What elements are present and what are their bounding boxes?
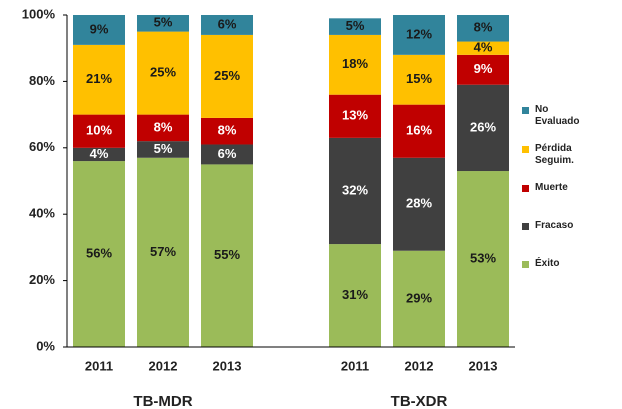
data-label: 53% <box>470 250 496 265</box>
bar-segment <box>393 54 445 105</box>
data-label: 5% <box>154 15 173 30</box>
data-label: 29% <box>406 290 432 305</box>
x-tick-label: 2011 <box>85 358 113 373</box>
data-label: 56% <box>86 245 112 260</box>
data-label: 25% <box>214 68 240 83</box>
x-tick-label: 2011 <box>341 358 369 373</box>
data-label: 15% <box>406 71 432 86</box>
bar-segment <box>73 15 125 45</box>
bar-segment <box>393 250 445 347</box>
data-label: 5% <box>346 18 365 33</box>
data-label: 8% <box>474 20 493 35</box>
x-tick-label: 2012 <box>405 358 434 373</box>
legend-item: No Evaluado <box>522 104 595 128</box>
group-label: TB-MDR <box>133 393 192 409</box>
x-tick-label: 2013 <box>469 358 498 373</box>
bar-segment <box>393 15 445 55</box>
data-label: 28% <box>406 196 432 211</box>
bar-segment <box>393 157 445 251</box>
data-label: 13% <box>342 108 368 123</box>
bar-segment <box>457 171 509 347</box>
legend-label: Éxito <box>535 258 560 269</box>
bar-segment <box>457 15 509 42</box>
data-label: 16% <box>406 123 432 138</box>
data-label: 21% <box>86 71 112 86</box>
legend-swatch <box>522 185 529 192</box>
data-label: 8% <box>154 119 173 134</box>
legend-swatch <box>522 261 529 268</box>
bar-segment <box>201 164 253 347</box>
data-label: 9% <box>90 21 109 36</box>
y-tick-label: 40% <box>29 206 55 221</box>
legend-swatch <box>522 223 529 230</box>
data-label: 18% <box>342 56 368 71</box>
bar-segment <box>329 34 381 95</box>
bar-segment <box>201 15 253 35</box>
legend-label: Muerte <box>535 182 568 193</box>
bar-segment <box>73 161 125 347</box>
data-label: 4% <box>474 40 493 55</box>
legend-swatch <box>522 146 529 153</box>
bar-segment <box>137 31 189 115</box>
y-tick-label: 60% <box>29 139 55 154</box>
data-label: 26% <box>470 119 496 134</box>
data-label: 55% <box>214 247 240 262</box>
data-label: 8% <box>218 123 237 138</box>
bar-segment <box>201 117 253 145</box>
bar-segment <box>201 144 253 165</box>
y-tick-label: 20% <box>29 272 55 287</box>
y-tick-label: 80% <box>29 73 55 88</box>
data-label: 4% <box>90 146 109 161</box>
group-label: TB-XDR <box>391 393 448 409</box>
legend-label: Pérdida Seguim. <box>535 143 574 166</box>
bar-segment <box>73 147 125 162</box>
bar-segment <box>137 114 189 142</box>
x-tick-label: 2013 <box>213 358 242 373</box>
data-label: 6% <box>218 16 237 31</box>
legend-label: No Evaluado <box>535 104 580 127</box>
y-tick-label: 100% <box>22 6 56 21</box>
legend-item: Pérdida Seguim. <box>522 143 595 167</box>
legend-item: Fracaso <box>522 220 595 232</box>
data-label: 6% <box>218 146 237 161</box>
bar-segment <box>329 244 381 347</box>
bar-segment <box>329 137 381 245</box>
data-label: 5% <box>154 141 173 156</box>
data-label: 12% <box>406 26 432 41</box>
bar-segment <box>201 34 253 118</box>
bar-segment <box>137 141 189 158</box>
bar-segment <box>137 15 189 32</box>
legend-item: Éxito <box>522 258 595 270</box>
legend-item: Muerte <box>522 182 595 194</box>
bar-segment <box>329 18 381 35</box>
bar-segment <box>457 54 509 85</box>
bar-segment <box>393 104 445 158</box>
legend-label: Fracaso <box>535 220 574 231</box>
bar-segment <box>73 44 125 115</box>
bar-segment <box>73 114 125 148</box>
data-label: 9% <box>474 61 493 76</box>
legend-swatch <box>522 107 529 114</box>
y-tick-label: 0% <box>36 338 55 353</box>
bar-segment <box>457 84 509 172</box>
bar-segment <box>137 157 189 347</box>
data-label: 10% <box>86 123 112 138</box>
data-label: 31% <box>342 287 368 302</box>
data-label: 32% <box>342 182 368 197</box>
bar-segment <box>329 94 381 138</box>
bar-segment <box>457 41 509 55</box>
data-label: 57% <box>150 244 176 259</box>
x-tick-label: 2012 <box>149 358 178 373</box>
data-label: 25% <box>150 65 176 80</box>
